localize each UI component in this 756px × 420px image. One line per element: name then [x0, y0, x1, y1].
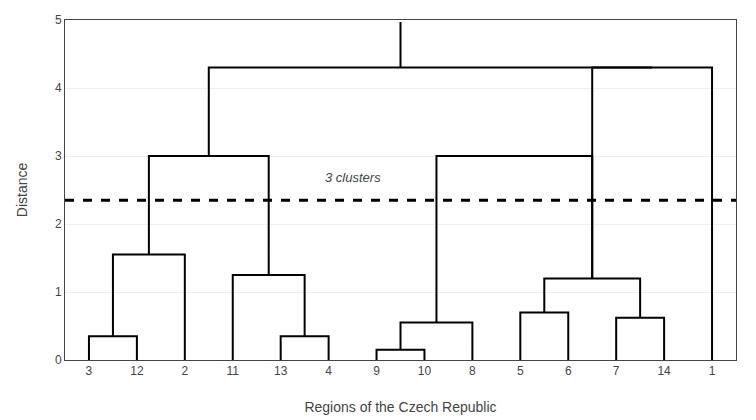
svg-text:1: 1: [55, 285, 62, 299]
svg-text:4: 4: [55, 81, 62, 95]
svg-text:7: 7: [613, 364, 620, 378]
svg-text:11: 11: [227, 364, 240, 378]
svg-text:13: 13: [274, 364, 288, 378]
svg-text:Distance: Distance: [14, 163, 30, 218]
svg-text:9: 9: [373, 364, 380, 378]
svg-text:2: 2: [181, 364, 188, 378]
svg-text:3: 3: [86, 364, 93, 378]
svg-text:5: 5: [55, 13, 62, 27]
svg-text:12: 12: [130, 364, 144, 378]
svg-text:0: 0: [55, 353, 62, 367]
svg-text:8: 8: [469, 364, 476, 378]
svg-text:Regions of the Czech Republic: Regions of the Czech Republic: [304, 399, 496, 415]
svg-text:3 clusters: 3 clusters: [325, 170, 381, 185]
svg-text:2: 2: [55, 217, 62, 231]
svg-text:14: 14: [657, 364, 671, 378]
svg-text:10: 10: [418, 364, 432, 378]
svg-text:3: 3: [55, 149, 62, 163]
svg-text:5: 5: [517, 364, 524, 378]
svg-text:4: 4: [325, 364, 332, 378]
svg-text:6: 6: [565, 364, 572, 378]
svg-text:1: 1: [709, 364, 716, 378]
